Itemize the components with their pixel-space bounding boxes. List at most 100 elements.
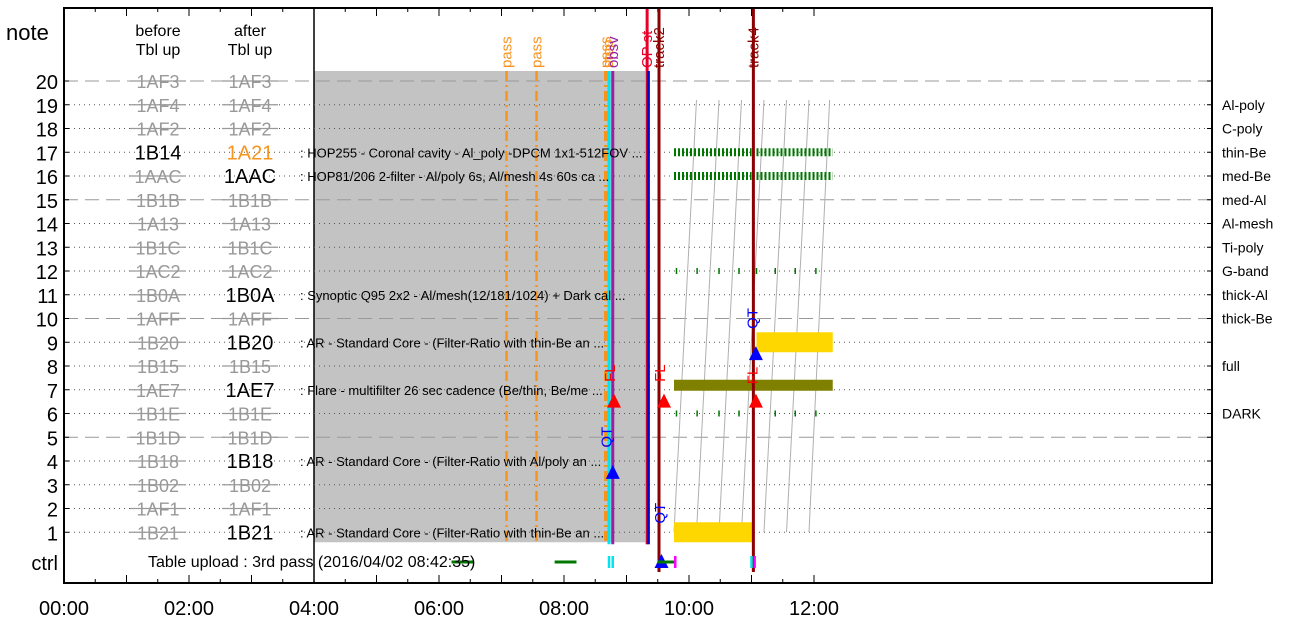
program-id: 1B18: [227, 451, 274, 473]
y-axis-title: note: [6, 20, 49, 45]
plot-frame: [63, 7, 1213, 584]
event-triangle: [605, 464, 620, 479]
program-id: 1B1E: [136, 405, 180, 425]
event-triangle: [657, 393, 671, 408]
sawtooth-line: [718, 99, 742, 533]
event-label: pass: [597, 36, 614, 68]
row-number: 18: [36, 120, 58, 142]
row-number: 9: [47, 333, 58, 355]
program-id: 1AF2: [228, 120, 271, 140]
program-id: 1AF3: [136, 72, 179, 92]
x-tick-label: 10:00: [664, 598, 714, 620]
row-number: 1: [47, 523, 58, 545]
sawtooth-line: [696, 99, 720, 533]
marker-label: FL: [745, 367, 762, 385]
program-id: 1AFF: [136, 310, 180, 330]
sawtooth-line: [786, 99, 810, 533]
x-tick-label: 08:00: [539, 598, 589, 620]
row-number: 4: [47, 452, 58, 474]
row-number: 11: [37, 286, 58, 308]
row-number: 7: [47, 381, 58, 403]
program-id: 1AFF: [228, 310, 272, 330]
column-header: Tbl up: [228, 42, 273, 59]
marker-label: FL: [652, 364, 669, 382]
filter-label: med-Be: [1222, 168, 1271, 184]
event-label: track4: [745, 27, 762, 68]
program-description: : Synoptic Q95 2x2 - Al/mesh(12/181/1024…: [300, 288, 626, 303]
event-triangle: [607, 393, 621, 408]
filter-label: G-band: [1222, 263, 1269, 279]
row-number: 16: [36, 167, 58, 189]
program-description: : HOP255 - Coronal cavity - Al_poly -DPC…: [300, 145, 642, 160]
x-tick-label: 02:00: [164, 598, 214, 620]
program-id: 1AAC: [134, 167, 181, 187]
program-id: 1AC2: [227, 262, 272, 282]
program-id: 1AF1: [228, 500, 271, 520]
x-tick-label: 04:00: [289, 598, 339, 620]
marks-layer: [451, 8, 833, 572]
event-label: pass: [529, 36, 546, 68]
event-label: OP st: [639, 30, 656, 68]
row-number: 5: [47, 428, 58, 450]
program-id: 1B14: [135, 142, 182, 164]
ctrl-label: ctrl: [31, 553, 58, 575]
row-number: 3: [47, 476, 58, 498]
filter-label: Al-poly: [1222, 97, 1265, 113]
program-id: 1AAC: [224, 166, 276, 188]
marker-label: QT: [598, 427, 615, 448]
program-id: 1B02: [137, 476, 179, 496]
event-triangle: [748, 346, 763, 361]
filter-label: Ti-poly: [1222, 239, 1264, 255]
event-triangle: [748, 393, 763, 408]
program-id: 1B15: [137, 357, 179, 377]
program-id: 1B02: [229, 476, 271, 496]
column-header: after: [234, 23, 267, 40]
event-label: obsv: [605, 36, 622, 68]
row-number: 10: [36, 310, 58, 332]
x-tick-label: 06:00: [414, 598, 464, 620]
row-number: 12: [36, 262, 58, 284]
filter-label: C-poly: [1222, 121, 1262, 137]
program-id: 1B21: [227, 522, 274, 544]
program-id: 1B21: [137, 523, 179, 543]
program-description: : AR - Standard Core - (Filter-Ratio wit…: [300, 525, 604, 540]
x-tick-label: 00:00: [39, 598, 89, 620]
filter-label: DARK: [1222, 406, 1262, 422]
program-id: 1A13: [229, 215, 271, 235]
program-id: 1B0A: [226, 285, 276, 307]
row-number: 20: [36, 72, 58, 94]
program-id: 1B20: [137, 333, 179, 353]
program-id: 1A21: [227, 142, 274, 164]
program-id: 1AF2: [136, 120, 179, 140]
row-number: 2: [47, 500, 58, 522]
filter-label: thin-Be: [1222, 144, 1267, 160]
program-id: 1AF4: [228, 96, 271, 116]
filter-label: thick-Be: [1222, 311, 1273, 327]
shaded-region: [314, 71, 646, 543]
marker-label: QT: [652, 503, 669, 524]
program-id: 1B1B: [228, 191, 272, 211]
program-id: 1B1E: [228, 405, 272, 425]
program-id: 1A13: [137, 215, 179, 235]
program-id: 1B1C: [227, 238, 272, 258]
row-number: 15: [36, 191, 58, 213]
filter-label: full: [1222, 358, 1240, 374]
row-number: 6: [47, 405, 58, 427]
marker-label: FL: [602, 364, 619, 382]
row-number: 14: [36, 215, 58, 237]
program-id: 1AE7: [226, 380, 275, 402]
event-label: stop: [600, 40, 617, 68]
filter-label: med-Al: [1222, 192, 1266, 208]
column-header: before: [135, 23, 180, 40]
sawtooth-line: [763, 99, 787, 533]
program-id: 1B0A: [136, 286, 180, 306]
program-id: 1B1D: [135, 428, 180, 448]
program-description: : Flare - multifilter 26 sec cadence (Be…: [300, 383, 603, 398]
program-description: : AR - Standard Core - (Filter-Ratio wit…: [300, 335, 604, 350]
program-description: : HOP81/206 2-filter - Al/poly 6s, Al/me…: [300, 169, 609, 184]
program-id: 1B18: [137, 452, 179, 472]
program-id: 1B1B: [136, 191, 180, 211]
row-number: 8: [47, 357, 58, 379]
